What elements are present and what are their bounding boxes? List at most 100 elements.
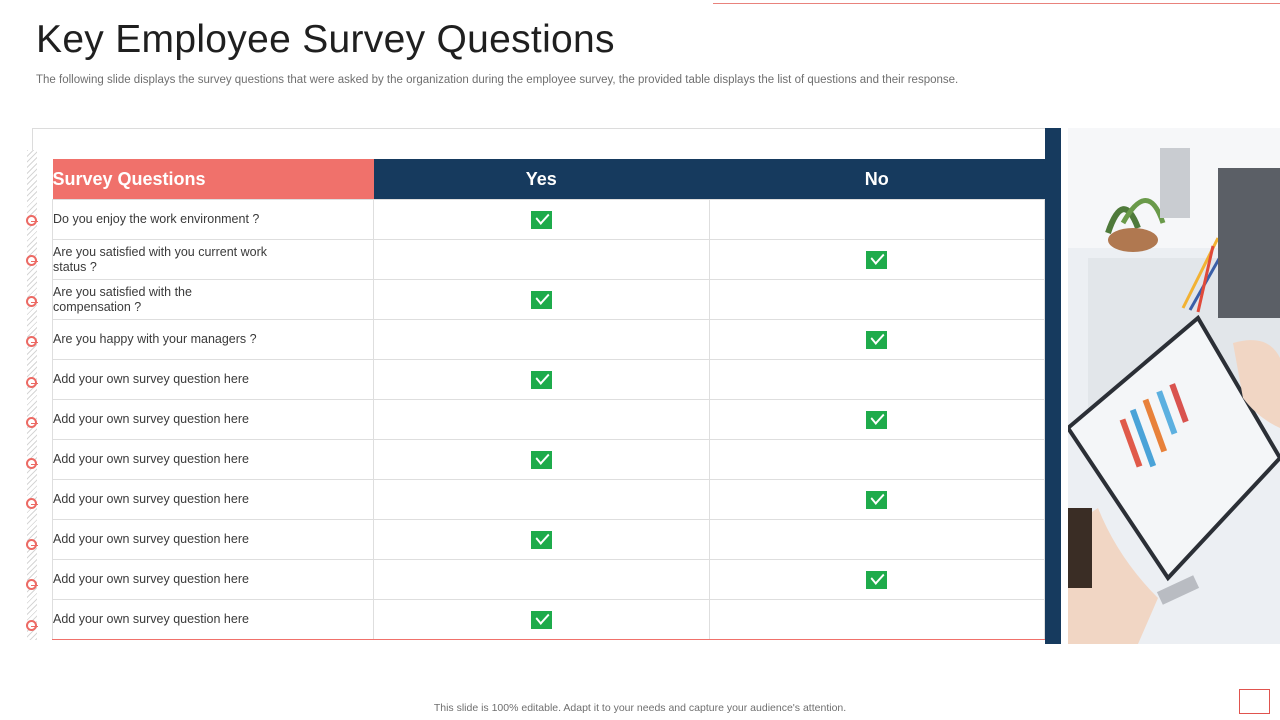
question-cell: Are you satisfied with the compensation …	[52, 279, 374, 320]
row-bullet	[26, 215, 37, 226]
question-cell: Add your own survey question here	[52, 359, 374, 400]
check-icon	[530, 450, 552, 469]
yes-answer-cell	[373, 319, 710, 360]
question-cell: Add your own survey question here	[52, 599, 374, 640]
table-row: Add your own survey question here	[52, 599, 1045, 640]
question-cell: Add your own survey question here	[52, 519, 374, 560]
table-row: Are you satisfied with you current work …	[52, 239, 1045, 280]
row-bullet-connector	[31, 625, 38, 627]
row-bullet	[26, 619, 37, 631]
table-row: Add your own survey question here	[52, 399, 1045, 440]
row-bullet-connector	[31, 423, 38, 425]
row-bullet-connector	[31, 504, 38, 506]
check-icon	[530, 610, 552, 629]
check-icon	[866, 410, 888, 429]
row-bullet	[26, 498, 37, 510]
table-header-row: Survey Questions Yes No	[52, 159, 1045, 200]
row-bullet	[26, 579, 37, 591]
no-answer-cell	[708, 519, 1045, 560]
check-icon	[530, 530, 552, 549]
row-bullet-connector	[31, 342, 38, 344]
check-icon	[866, 490, 888, 509]
question-cell: Add your own survey question here	[52, 439, 374, 480]
yes-answer-cell	[373, 559, 710, 600]
question-cell: Add your own survey question here	[52, 479, 374, 520]
question-text: Are you satisfied with the compensation …	[53, 284, 192, 314]
check-icon	[866, 570, 888, 589]
office-photo	[1068, 128, 1280, 644]
no-answer-cell	[708, 599, 1045, 640]
yes-answer-cell	[373, 279, 710, 320]
corner-frame	[1239, 689, 1270, 714]
yes-answer-cell	[373, 519, 710, 560]
no-answer-cell	[708, 319, 1045, 360]
no-header: No	[709, 159, 1045, 200]
row-bullet	[26, 255, 37, 267]
no-answer-cell	[708, 199, 1045, 240]
check-icon	[530, 210, 552, 229]
yes-answer-cell	[373, 599, 710, 640]
page-subtitle: The following slide displays the survey …	[36, 74, 959, 86]
row-bullet-connector	[31, 463, 38, 465]
check-icon	[530, 290, 552, 309]
footer-note: This slide is 100% editable. Adapt it to…	[433, 702, 847, 714]
no-answer-cell	[708, 479, 1045, 520]
yes-answer-cell	[373, 239, 710, 280]
yes-answer-cell	[373, 199, 710, 240]
row-bullet-connector	[31, 301, 38, 303]
row-bullet	[26, 376, 37, 388]
question-text: Add your own survey question here	[53, 492, 249, 506]
table-frame-left	[32, 128, 33, 150]
question-text: Add your own survey question here	[53, 532, 249, 546]
row-bullet-connector	[31, 221, 38, 222]
row-bullet-column	[26, 199, 40, 644]
question-text: Add your own survey question here	[53, 372, 249, 386]
survey-table: Survey Questions Yes No Do you enjoy the…	[52, 159, 1045, 640]
question-cell: Are you happy with your managers ?	[52, 319, 374, 360]
question-cell: Add your own survey question here	[52, 399, 374, 440]
check-icon	[866, 250, 888, 269]
row-bullet-connector	[31, 585, 38, 587]
row-bullet	[26, 417, 37, 429]
yes-answer-cell	[373, 479, 710, 520]
question-text: Add your own survey question here	[53, 452, 249, 466]
no-answer-cell	[708, 279, 1045, 320]
table-frame-top	[32, 128, 1047, 129]
table-row: Add your own survey question here	[52, 439, 1045, 480]
table-row: Are you satisfied with the compensation …	[52, 279, 1045, 320]
question-text: Do you enjoy the work environment ?	[53, 212, 260, 226]
top-accent-line	[713, 3, 1280, 4]
no-answer-cell	[708, 239, 1045, 280]
check-icon	[866, 330, 888, 349]
row-bullet-connector	[31, 544, 38, 546]
hatched-decoration	[27, 150, 37, 640]
navy-side-bar	[1045, 128, 1061, 644]
yes-answer-cell	[373, 399, 710, 440]
question-text: Add your own survey question here	[53, 572, 249, 586]
question-text: Add your own survey question here	[53, 612, 249, 626]
row-bullet-connector	[31, 261, 38, 263]
question-text: Are you happy with your managers ?	[53, 332, 257, 346]
yes-answer-cell	[373, 439, 710, 480]
question-cell: Do you enjoy the work environment ?	[52, 199, 374, 240]
no-answer-cell	[708, 559, 1045, 600]
question-text: Add your own survey question here	[53, 412, 249, 426]
row-bullet	[26, 457, 37, 469]
table-row: Add your own survey question here	[52, 519, 1045, 560]
no-answer-cell	[708, 359, 1045, 400]
yes-header: Yes	[373, 159, 709, 200]
table-row: Add your own survey question here	[52, 359, 1045, 400]
row-bullet	[26, 538, 37, 550]
table-row: Add your own survey question here	[52, 479, 1045, 520]
photo-illustration	[1068, 128, 1280, 644]
row-bullet	[26, 295, 37, 307]
survey-questions-header: Survey Questions	[52, 159, 374, 200]
table-row: Add your own survey question here	[52, 559, 1045, 600]
question-cell: Add your own survey question here	[52, 559, 374, 600]
row-bullet-connector	[31, 382, 38, 384]
no-answer-cell	[708, 399, 1045, 440]
yes-answer-cell	[373, 359, 710, 400]
table-row: Are you happy with your managers ?	[52, 319, 1045, 360]
table-row: Do you enjoy the work environment ?	[52, 199, 1045, 240]
page-title: Key Employee Survey Questions	[36, 18, 615, 61]
